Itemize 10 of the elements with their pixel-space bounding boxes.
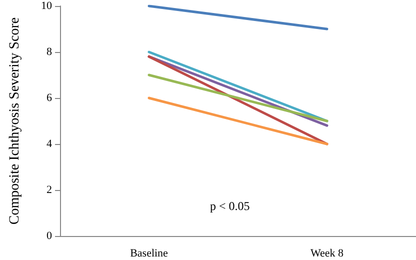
x-tick-label: Week 8 bbox=[310, 248, 344, 260]
y-tick-label: 10 bbox=[41, 0, 52, 12]
y-tick-label: 2 bbox=[46, 184, 52, 196]
x-tick-label: Baseline bbox=[130, 248, 168, 260]
y-tick-label: 6 bbox=[46, 92, 52, 104]
annotation: p < 0.05 bbox=[210, 199, 250, 213]
y-tick-label: 8 bbox=[46, 46, 52, 58]
y-tick-label: 4 bbox=[46, 138, 52, 150]
y-axis-title: Composite Ichthyosis Severity Score bbox=[8, 17, 22, 225]
y-tick-label: 0 bbox=[46, 230, 52, 242]
